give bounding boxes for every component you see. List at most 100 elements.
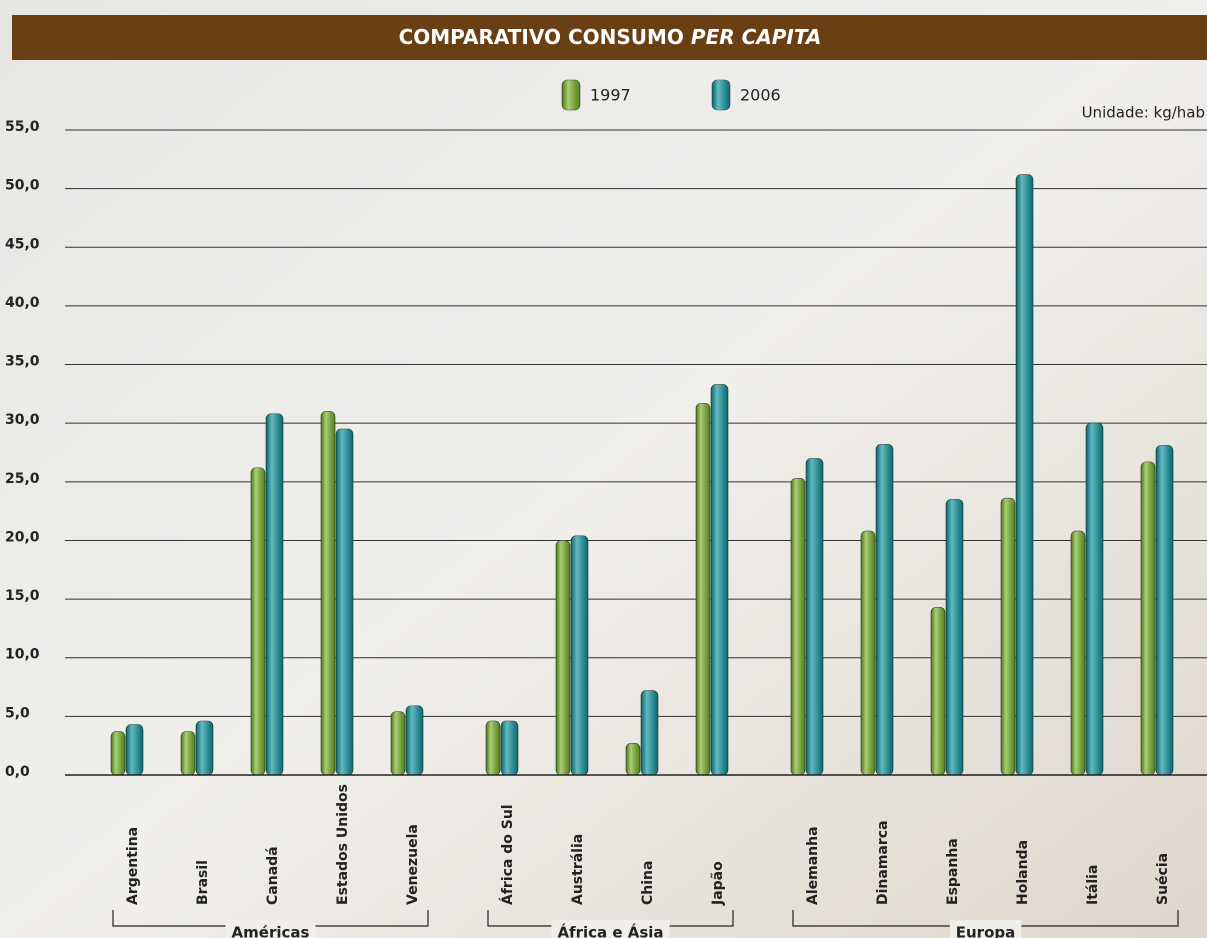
bar-group <box>1140 461 1156 776</box>
bar-group <box>640 690 659 776</box>
x-tick-label: Itália <box>1085 865 1101 905</box>
bar-group <box>1085 422 1104 776</box>
bar-group <box>320 411 336 776</box>
bar-shade <box>486 721 500 775</box>
y-tick-label: 10,0 <box>5 647 40 663</box>
bar-group <box>180 731 196 776</box>
y-tick-label: 50,0 <box>5 178 40 194</box>
x-tick-label: Venezuela <box>405 824 421 905</box>
group-label-bg <box>225 920 316 938</box>
y-tick-label: 45,0 <box>5 236 40 252</box>
bar-group <box>860 530 876 776</box>
bar-shade <box>556 540 570 775</box>
bar-shade <box>806 458 823 775</box>
bar-shade <box>126 724 143 775</box>
x-tick-label: Estados Unidos <box>335 784 351 905</box>
group-label: Europa <box>956 924 1016 938</box>
legend-swatch-shade <box>712 80 730 110</box>
bar-group <box>930 606 946 776</box>
legend-label: 1997 <box>590 86 631 105</box>
bar-group <box>945 499 964 776</box>
bar-group <box>1000 497 1016 776</box>
y-tick-label: 20,0 <box>5 529 40 545</box>
bar-shade <box>571 535 588 775</box>
chart-title: COMPARATIVO CONSUMO PER CAPITA <box>399 25 822 49</box>
y-tick-label: 35,0 <box>5 354 40 370</box>
x-tick-label: Espanha <box>945 838 961 905</box>
bar-shade <box>1141 461 1155 775</box>
bar-shade <box>111 731 125 775</box>
bar-shade <box>266 413 283 775</box>
bar-shade <box>1071 531 1085 775</box>
bar-group <box>625 743 641 776</box>
bar-shade <box>711 384 728 775</box>
x-tick-label: África do Sul <box>499 804 516 905</box>
bar-group <box>1015 174 1034 776</box>
bar-group <box>500 720 519 776</box>
bar-shade <box>946 499 963 775</box>
x-tick-label: Holanda <box>1015 840 1031 905</box>
bar-group <box>1155 445 1174 776</box>
y-tick-label: 15,0 <box>5 588 40 604</box>
y-tick-label: 30,0 <box>5 412 40 428</box>
x-tick-label: Brasil <box>195 860 211 905</box>
bar-shade <box>861 531 875 775</box>
group-label: África e Ásia <box>557 923 663 938</box>
unit-note: Unidade: kg/hab <box>1082 104 1205 122</box>
title-main: COMPARATIVO CONSUMO <box>399 25 684 49</box>
y-tick-label: 0,0 <box>5 764 30 780</box>
bar-group <box>1070 530 1086 776</box>
bar-shade <box>876 444 893 775</box>
bar-shade <box>181 731 195 775</box>
bar-shade <box>251 467 265 775</box>
x-tick-label: Dinamarca <box>875 820 891 905</box>
bar-group <box>265 413 284 776</box>
group-label-bg <box>949 920 1022 938</box>
bar-shade <box>336 429 353 775</box>
bar-group <box>790 477 806 776</box>
y-tick-label: 25,0 <box>5 471 40 487</box>
x-tick-label: China <box>640 861 656 905</box>
bar-group <box>195 720 214 776</box>
bar-shade <box>321 411 335 775</box>
group-label-bg <box>551 920 670 938</box>
bar-group <box>875 443 894 776</box>
bar-shade <box>1016 174 1033 776</box>
bar-group <box>695 402 711 776</box>
title-bar <box>12 15 1207 60</box>
bar-group <box>125 724 144 776</box>
x-tick-label: Argentina <box>125 827 141 905</box>
bar-shade <box>931 607 945 775</box>
title-italic: PER CAPITA <box>691 25 822 49</box>
y-tick-label: 5,0 <box>5 705 30 721</box>
bar-shade <box>641 690 658 775</box>
bar-group <box>110 731 126 776</box>
bar-shade <box>1001 498 1015 775</box>
bar-group <box>405 705 424 776</box>
x-tick-label: Austrália <box>570 834 586 905</box>
bar-shade <box>196 721 213 775</box>
bar-group <box>485 720 501 776</box>
bar-shade <box>1086 423 1103 775</box>
bar-shade <box>1156 445 1173 775</box>
legend-label: 2006 <box>740 86 781 105</box>
bar-group <box>805 458 824 776</box>
x-tick-label: Suécia <box>1155 853 1171 905</box>
y-tick-label: 55,0 <box>5 119 40 135</box>
bar-shade <box>626 743 640 775</box>
bar-shade <box>791 478 805 775</box>
bar-group <box>710 384 729 776</box>
bar-shade <box>501 721 518 775</box>
bar-shade <box>406 705 423 775</box>
y-tick-label: 40,0 <box>5 295 40 311</box>
x-tick-label: Alemanha <box>805 826 821 905</box>
x-tick-label: Japão <box>710 861 726 906</box>
bar-shade <box>391 711 405 775</box>
legend-swatch-shade <box>562 80 580 110</box>
bar-shade <box>696 403 710 775</box>
bar-group <box>570 535 589 776</box>
group-label: Américas <box>232 924 310 938</box>
bar-group <box>390 711 406 776</box>
